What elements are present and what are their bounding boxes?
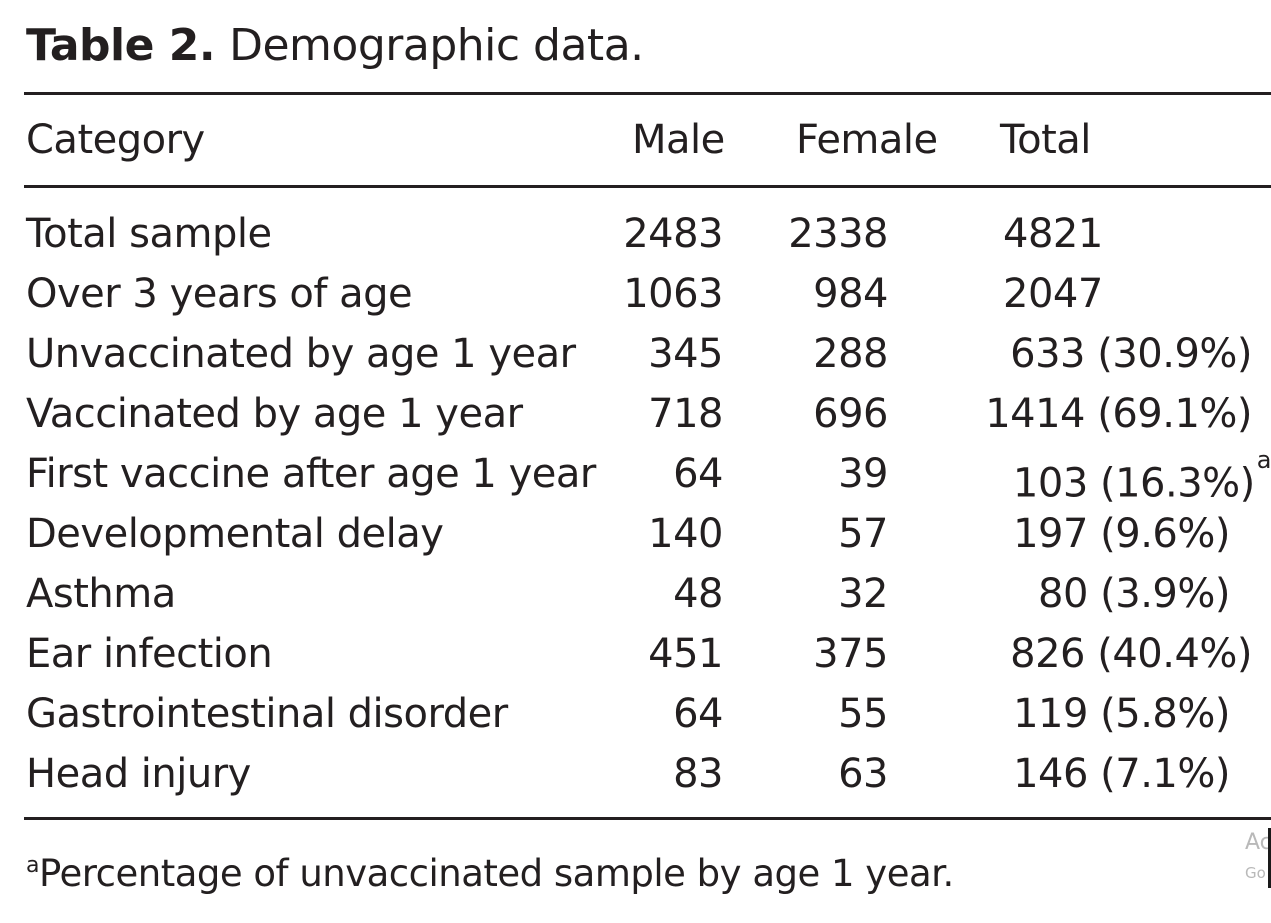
table-caption: Table 2. Demographic data.: [26, 18, 644, 74]
table-row: Developmental delay 140 57 197 (9.6%): [0, 504, 1271, 564]
cell-total: 80 (3.9%): [1038, 564, 1230, 624]
table-row: First vaccine after age 1 year 64 39 103…: [0, 444, 1271, 506]
cell-total-percent: (69.1%): [1097, 391, 1252, 437]
footnote-mark: a: [26, 853, 39, 878]
table-label: Table 2.: [26, 20, 216, 71]
cell-female: 32: [838, 571, 888, 617]
cell-category: Total sample: [26, 211, 272, 257]
cell-total-count: 146: [1013, 751, 1088, 797]
cell-category: Gastrointestinal disorder: [26, 691, 508, 737]
table-row: Total sample 2483 2338 4821: [0, 204, 1271, 264]
table-row: Unvaccinated by age 1 year 345 288 633 (…: [0, 324, 1271, 384]
cell-total-count: 103: [1012, 460, 1088, 507]
cell-total-count: 633: [1010, 331, 1085, 377]
cell-total-count: 80: [1038, 571, 1088, 617]
table-row: Ear infection 451 375 826 (40.4%): [0, 624, 1271, 684]
cell-category: Vaccinated by age 1 year: [26, 391, 523, 437]
cell-total-percent: (40.4%): [1097, 631, 1252, 677]
table-body: Total sample 2483 2338 4821 Over 3 years…: [0, 204, 1271, 804]
cell-category: First vaccine after age 1 year: [26, 451, 596, 497]
footnote-marker: a: [1256, 446, 1271, 474]
cell-female: 55: [838, 691, 888, 737]
cell-male: 345: [648, 331, 723, 377]
cell-total: 119 (5.8%): [1013, 684, 1230, 744]
cell-total-percent: (16.3%): [1100, 460, 1255, 507]
cell-female: 375: [813, 631, 888, 677]
cell-total: 103 (16.3%)a: [1013, 444, 1271, 513]
header-rule: [24, 185, 1271, 188]
cell-total: 146 (7.1%): [1013, 744, 1230, 804]
overlay-edge: [1268, 828, 1271, 888]
cell-category: Developmental delay: [26, 511, 444, 557]
cell-total-count: 119: [1013, 691, 1088, 737]
overlay-line-2: Go: [1245, 864, 1266, 882]
cell-female: 57: [838, 511, 888, 557]
table-row: Vaccinated by age 1 year 718 696 1414 (6…: [0, 384, 1271, 444]
cell-male: 451: [648, 631, 723, 677]
cell-male: 140: [648, 511, 723, 557]
cell-male: 83: [673, 751, 723, 797]
table-row: Asthma 48 32 80 (3.9%): [0, 564, 1271, 624]
table-row: Gastrointestinal disorder 64 55 119 (5.8…: [0, 684, 1271, 744]
table-footnote: aPercentage of unvaccinated sample by ag…: [26, 846, 954, 908]
cell-total: 1414 (69.1%): [985, 384, 1252, 444]
header-total: Total: [1000, 117, 1091, 163]
cell-total-count: 1414: [985, 391, 1085, 437]
header-male: Male: [632, 117, 725, 163]
cell-category: Over 3 years of age: [26, 271, 413, 317]
cell-total: 4821: [1003, 211, 1103, 257]
activation-overlay: Ac Go: [1245, 828, 1271, 888]
footnote-text: Percentage of unvaccinated sample by age…: [38, 852, 954, 895]
cell-male: 1063: [623, 271, 723, 317]
cell-female: 39: [838, 451, 888, 497]
cell-male: 2483: [623, 211, 723, 257]
cell-category: Ear infection: [26, 631, 273, 677]
cell-total: 633 (30.9%): [1010, 324, 1252, 384]
cell-total-percent: (9.6%): [1100, 511, 1230, 557]
cell-female: 288: [813, 331, 888, 377]
cell-female: 984: [813, 271, 888, 317]
cell-female: 696: [813, 391, 888, 437]
cell-male: 718: [648, 391, 723, 437]
header-category: Category: [26, 117, 205, 163]
cell-total-count: 197: [1013, 511, 1088, 557]
cell-total-percent: (3.9%): [1100, 571, 1230, 617]
cell-total-percent: (30.9%): [1097, 331, 1252, 377]
cell-category: Asthma: [26, 571, 176, 617]
cell-female: 63: [838, 751, 888, 797]
header-female: Female: [796, 117, 938, 163]
cell-male: 64: [673, 691, 723, 737]
table-row: Over 3 years of age 1063 984 2047: [0, 264, 1271, 324]
table-row: Head injury 83 63 146 (7.1%): [0, 744, 1271, 804]
cell-total-percent: (7.1%): [1100, 751, 1230, 797]
cell-category: Head injury: [26, 751, 251, 797]
cell-total: 197 (9.6%): [1013, 504, 1230, 564]
cell-total-count: 826: [1010, 631, 1085, 677]
table-header-row: Category Male Female Total: [0, 112, 1271, 168]
cell-total: 826 (40.4%): [1010, 624, 1252, 684]
cell-male: 48: [673, 571, 723, 617]
bottom-rule: [24, 817, 1271, 820]
cell-male: 64: [673, 451, 723, 497]
top-rule: [24, 92, 1271, 95]
overlay-line-1: Ac: [1245, 830, 1271, 855]
cell-total: 2047: [1003, 271, 1103, 317]
cell-category: Unvaccinated by age 1 year: [26, 331, 576, 377]
cell-female: 2338: [788, 211, 888, 257]
cell-total-percent: (5.8%): [1100, 691, 1230, 737]
table-title: Demographic data.: [229, 20, 644, 71]
